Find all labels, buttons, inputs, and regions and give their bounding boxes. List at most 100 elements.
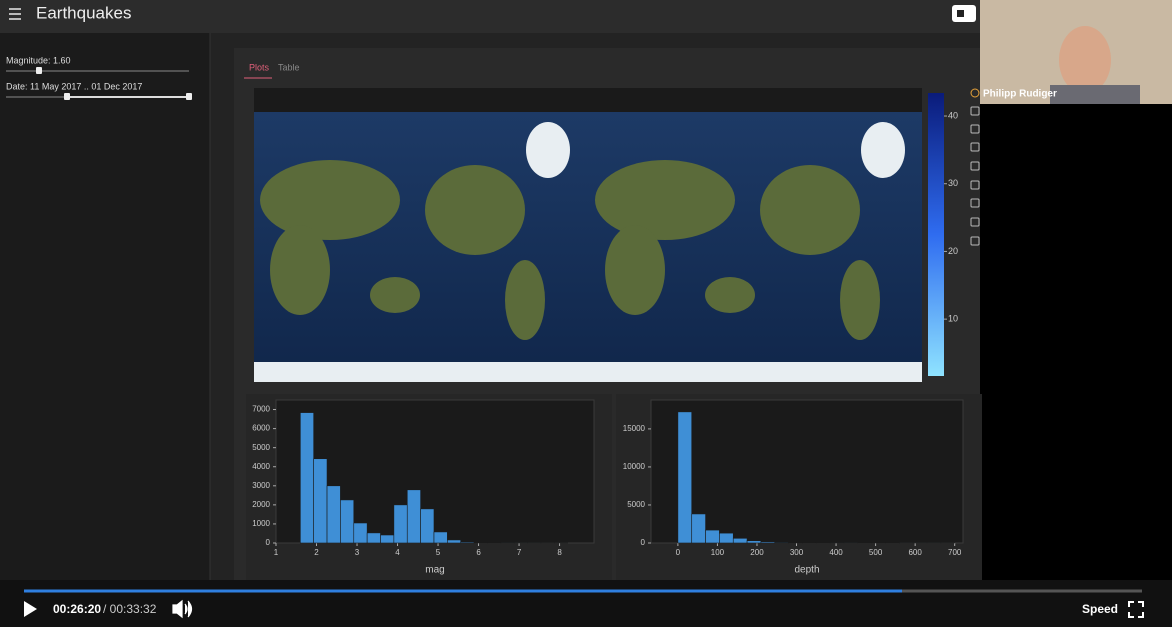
y-tick-label: 15000 [623, 424, 646, 433]
play-button[interactable] [24, 601, 37, 617]
webcam-name: Philipp Rudiger [983, 89, 1057, 100]
y-tick-label: 7000 [252, 405, 270, 414]
histogram-bar [691, 513, 706, 544]
x-tick-label: 100 [711, 548, 725, 557]
tool-button[interactable] [970, 180, 980, 190]
colorbar [928, 93, 944, 376]
x-tick-label: 3 [355, 548, 360, 557]
tool-button[interactable] [970, 198, 980, 208]
colorbar-tick-label: 20 [948, 246, 958, 256]
antarctica [254, 362, 922, 382]
land-mass [595, 160, 735, 240]
webcam-black [1029, 104, 1172, 579]
land-mass [760, 165, 860, 255]
sidebar [0, 33, 210, 583]
elapsed-time: 00:26:20 [53, 602, 101, 616]
colorbar-tick-label: 30 [948, 178, 958, 188]
y-tick-label: 0 [641, 538, 646, 547]
tool-button[interactable] [970, 106, 980, 116]
x-axis-label: depth [794, 565, 819, 576]
app-title: Earthquakes [36, 3, 131, 22]
histogram-bar [393, 504, 408, 544]
x-tick-label: 1 [274, 548, 279, 557]
x-tick-label: 5 [436, 548, 441, 557]
x-tick-label: 200 [750, 548, 764, 557]
volume-button[interactable] [172, 599, 193, 619]
x-tick-label: 400 [829, 548, 843, 557]
histogram-bar [760, 541, 776, 544]
x-tick-label: 700 [948, 548, 962, 557]
greenland [861, 122, 905, 178]
x-tick-label: 7 [517, 548, 522, 557]
y-tick-label: 1000 [252, 519, 270, 528]
land-mass [260, 160, 400, 240]
webcam-person [1059, 26, 1111, 94]
histogram-bar [366, 532, 381, 544]
land-mass [505, 260, 545, 340]
y-tick-label: 2000 [252, 500, 270, 509]
y-tick-label: 4000 [252, 462, 270, 471]
y-tick-label: 6000 [252, 424, 270, 433]
histogram-bar [746, 540, 762, 544]
menu-icon[interactable] [9, 8, 21, 20]
land-mass [270, 225, 330, 315]
colorbar-tick-label: 10 [948, 314, 958, 324]
tool-button[interactable] [970, 124, 980, 134]
y-tick-label: 3000 [252, 481, 270, 490]
x-axis-label: mag [425, 565, 444, 576]
duration: / 00:33:32 [103, 602, 157, 616]
histogram-bar [300, 412, 314, 544]
histogram-bar [774, 542, 789, 544]
tool-button[interactable] [970, 236, 980, 246]
toolbar-logo[interactable] [970, 88, 980, 98]
x-tick-label: 6 [476, 548, 481, 557]
histogram-bar [433, 531, 448, 544]
toggle-knob [957, 10, 964, 17]
header-bar [0, 0, 980, 33]
tool-button[interactable] [970, 217, 980, 227]
histogram-bar [420, 508, 435, 544]
land-mass [705, 277, 755, 313]
histogram-bar [380, 534, 395, 544]
x-tick-label: 4 [395, 548, 400, 557]
webcam-shirt [1050, 85, 1140, 104]
land-mass [425, 165, 525, 255]
y-tick-label: 5000 [252, 443, 270, 452]
land-mass [840, 260, 880, 340]
tab[interactable]: Table [278, 62, 300, 72]
y-tick-label: 10000 [623, 462, 646, 471]
y-tick-label: 0 [266, 538, 271, 547]
player-bar [0, 580, 1172, 627]
land [260, 160, 880, 340]
magnitude-label: Magnitude: 1.60 [6, 55, 71, 65]
x-tick-label: 600 [908, 548, 922, 557]
x-tick-label: 300 [790, 548, 804, 557]
histogram-bar [677, 411, 693, 544]
histogram-bar [340, 499, 355, 544]
date-label: Date: 11 May 2017 .. 01 Dec 2017 [6, 81, 142, 91]
tab[interactable]: Plots [249, 62, 270, 72]
histogram-bar [326, 485, 341, 544]
tool-button[interactable] [970, 142, 980, 152]
histogram-bar [732, 537, 748, 544]
x-tick-label: 2 [314, 548, 319, 557]
greenland [526, 122, 570, 178]
x-tick-label: 8 [557, 548, 562, 557]
slider-handle[interactable] [186, 93, 192, 100]
colorbar-tick-label: 40 [948, 110, 958, 120]
x-tick-label: 500 [869, 548, 883, 557]
land-mass [605, 225, 665, 315]
fullscreen-button[interactable] [1128, 601, 1144, 618]
histogram-bar [447, 539, 462, 544]
histogram-bar [719, 532, 734, 544]
speed-button[interactable]: Speed [1082, 602, 1118, 616]
ice [254, 122, 922, 382]
x-tick-label: 0 [676, 548, 681, 557]
tool-button[interactable] [970, 161, 980, 171]
slider-handle[interactable] [64, 93, 70, 100]
histogram-bar [406, 489, 421, 544]
histogram-bar [353, 522, 368, 544]
slider-handle[interactable] [36, 67, 42, 74]
